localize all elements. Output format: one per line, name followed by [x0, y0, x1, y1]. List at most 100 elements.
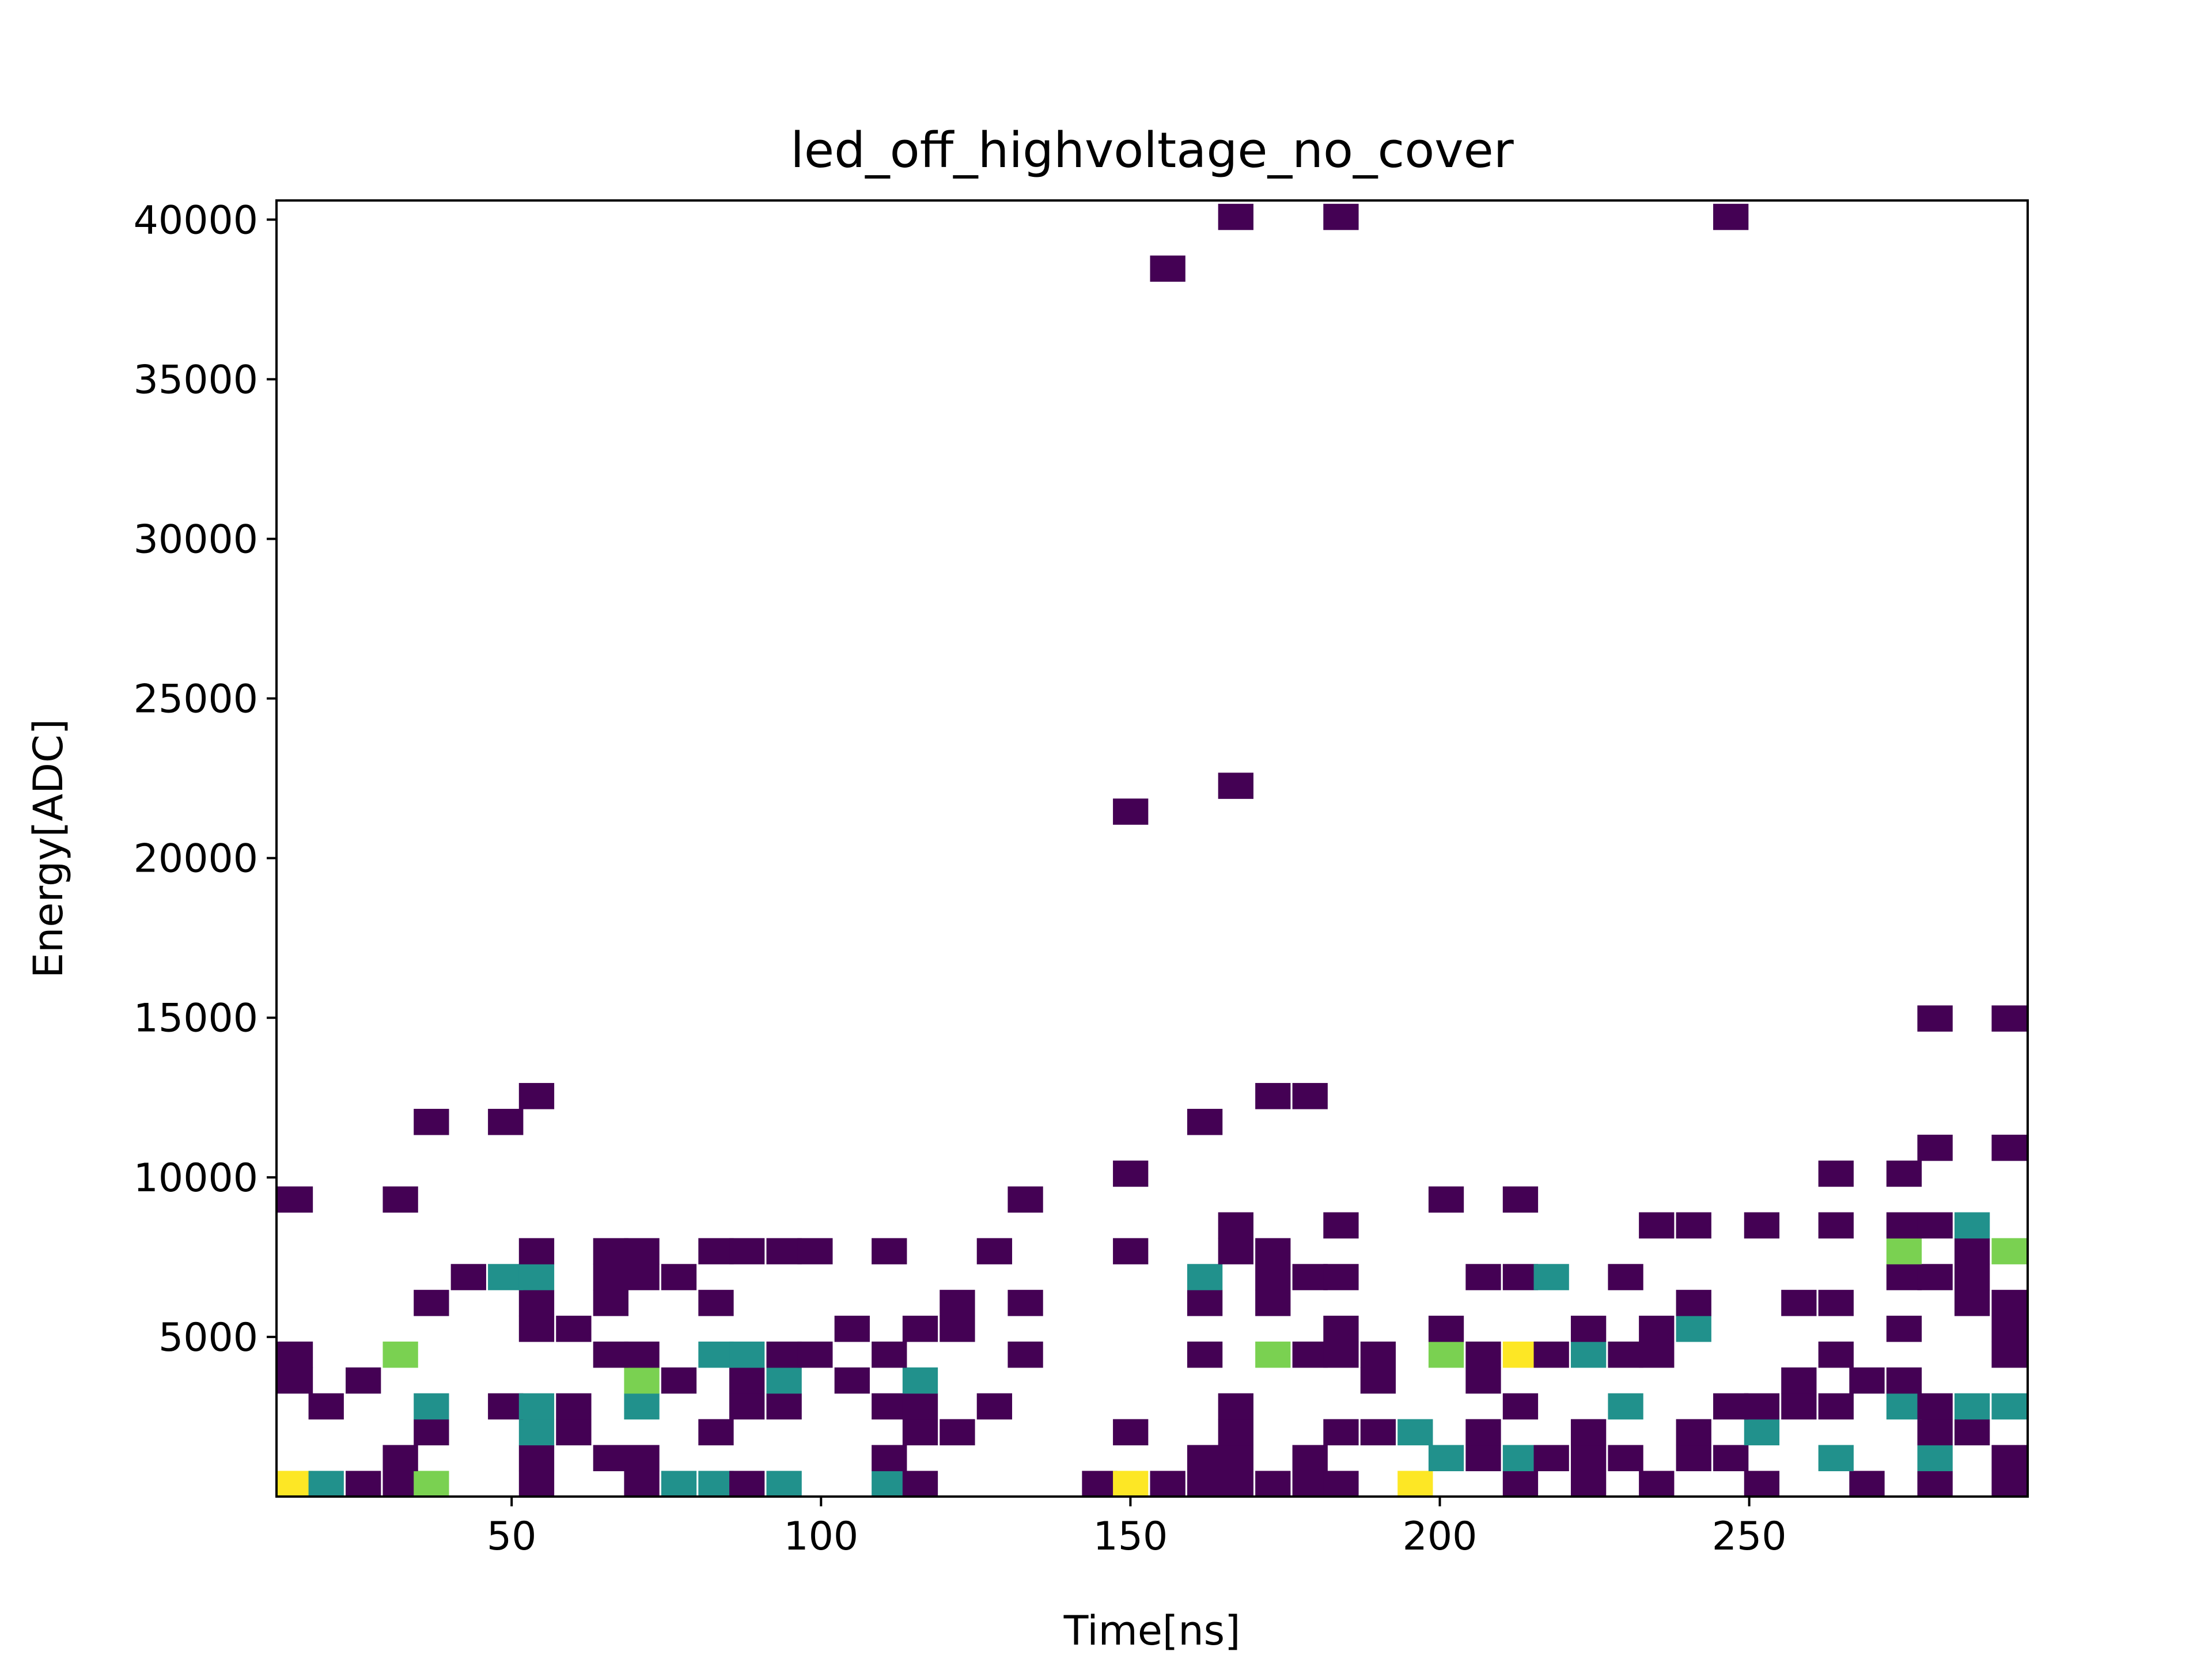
heatmap-cell: [1818, 1445, 1854, 1471]
y-tick-label: 30000: [134, 517, 258, 562]
heatmap-cell: [1818, 1160, 1854, 1187]
heatmap-cell: [797, 1341, 833, 1368]
heatmap-cell: [1570, 1471, 1607, 1497]
heatmap-cell: [1639, 1316, 1675, 1342]
plot-background: [276, 200, 2028, 1497]
heatmap-cell: [698, 1238, 734, 1264]
x-axis: 50 100 150 200 250: [487, 1497, 1787, 1559]
heatmap-cell: [1917, 1393, 1953, 1420]
heatmap-cell: [1639, 1212, 1675, 1238]
heatmap-cell: [1007, 1290, 1043, 1316]
heatmap-cell: [1849, 1367, 1885, 1394]
heatmap-cell: [1954, 1238, 1990, 1264]
heatmap-cell: [624, 1445, 660, 1471]
heatmap-cell: [624, 1341, 660, 1368]
heatmap-cell: [1113, 798, 1149, 825]
x-axis-label: Time[ns]: [1063, 1607, 1241, 1654]
heatmap-cell: [1465, 1419, 1501, 1446]
heatmap-cell: [277, 1367, 313, 1394]
heatmap-cell: [488, 1108, 524, 1135]
heatmap-cell: [1113, 1471, 1149, 1497]
heatmap-cell: [1991, 1341, 2027, 1368]
heatmap-cell: [518, 1290, 555, 1316]
heatmap-cell: [1533, 1341, 1569, 1368]
y-tick-label: 15000: [134, 996, 258, 1041]
heatmap-cell: [518, 1316, 555, 1342]
heatmap-cell: [1991, 1445, 2027, 1471]
heatmap-cell: [518, 1471, 555, 1497]
heatmap-cell: [1323, 1471, 1359, 1497]
x-tick-label: 200: [1403, 1514, 1478, 1559]
heatmap-cell: [450, 1264, 486, 1290]
heatmap-cell: [1502, 1445, 1539, 1471]
heatmap-cell: [1713, 1445, 1749, 1471]
plot-area: [275, 199, 2029, 1498]
heatmap-cell: [797, 1238, 833, 1264]
heatmap-cell: [1886, 1238, 1922, 1264]
y-axis-label: Energy[ADC]: [25, 719, 72, 978]
heatmap-cell: [902, 1419, 938, 1446]
heatmap-cell: [1218, 1445, 1253, 1471]
heatmap-cell: [1744, 1471, 1780, 1497]
heatmap-cell: [1676, 1316, 1711, 1342]
heatmap-cell: [661, 1264, 697, 1290]
y-tick-label: 40000: [134, 198, 258, 243]
heatmap-cell: [1744, 1212, 1780, 1238]
heatmap-cell: [382, 1186, 418, 1213]
heatmap-cell: [1781, 1367, 1817, 1394]
heatmap-cell: [1954, 1264, 1990, 1290]
heatmap-cell: [1676, 1419, 1711, 1446]
heatmap-cell: [1150, 255, 1185, 282]
heatmap-cell: [1323, 203, 1359, 230]
heatmap-cell: [1465, 1341, 1501, 1368]
heatmap-cell: [1570, 1316, 1607, 1342]
heatmap-cell: [1007, 1186, 1043, 1213]
heatmap-cell: [1849, 1471, 1885, 1497]
heatmap-cell: [1570, 1445, 1607, 1471]
heatmap-cell: [1323, 1212, 1359, 1238]
heatmap-cell: [1187, 1445, 1223, 1471]
heatmap-cell: [1533, 1264, 1569, 1290]
heatmap-cells: [277, 203, 2027, 1497]
heatmap-cell: [1570, 1419, 1607, 1446]
heatmap-cell: [593, 1238, 629, 1264]
heatmap-cell: [1639, 1471, 1675, 1497]
heatmap-cell: [766, 1471, 802, 1497]
heatmap-cell: [940, 1290, 975, 1316]
heatmap-cell: [624, 1238, 660, 1264]
heatmap-cell: [976, 1238, 1013, 1264]
heatmap-cell: [1465, 1264, 1501, 1290]
heatmap-cell: [488, 1393, 524, 1420]
heatmap-cell: [1818, 1393, 1854, 1420]
heatmap-cell: [1292, 1083, 1328, 1109]
heatmap-cell: [556, 1419, 592, 1446]
heatmap-cell: [1744, 1419, 1780, 1446]
heatmap-cell: [698, 1341, 734, 1368]
x-tick-label: 50: [487, 1514, 537, 1559]
y-axis: 5000 10000 15000 20000 25000 30000 35000 40000: [134, 198, 276, 1361]
heatmap-cell: [346, 1367, 381, 1394]
heatmap-cell: [382, 1341, 418, 1368]
y-tick-label: 10000: [134, 1156, 258, 1201]
heatmap-cell: [1255, 1238, 1291, 1264]
heatmap-cell: [1218, 1212, 1253, 1238]
plot-frame: [275, 199, 2029, 1498]
heatmap-cell: [698, 1290, 734, 1316]
heatmap-cell: [1292, 1341, 1328, 1368]
heatmap-cell: [1917, 1005, 1953, 1032]
heatmap-cell: [1323, 1341, 1359, 1368]
heatmap-cell: [308, 1393, 344, 1420]
heatmap-cell: [624, 1264, 660, 1290]
heatmap-cell: [1360, 1419, 1396, 1446]
heatmap-cell: [1187, 1471, 1223, 1497]
heatmap-cell: [624, 1367, 660, 1394]
heatmap-cell: [1991, 1290, 2027, 1316]
heatmap-cell: [1818, 1341, 1854, 1368]
heatmap-cell: [834, 1367, 870, 1394]
heatmap-cell: [1781, 1290, 1817, 1316]
heatmap-cell: [1255, 1264, 1291, 1290]
heatmap-cell: [382, 1471, 418, 1497]
heatmap-cell: [1292, 1471, 1328, 1497]
heatmap-cell: [1218, 1471, 1253, 1497]
y-tick-label: 5000: [158, 1315, 258, 1361]
